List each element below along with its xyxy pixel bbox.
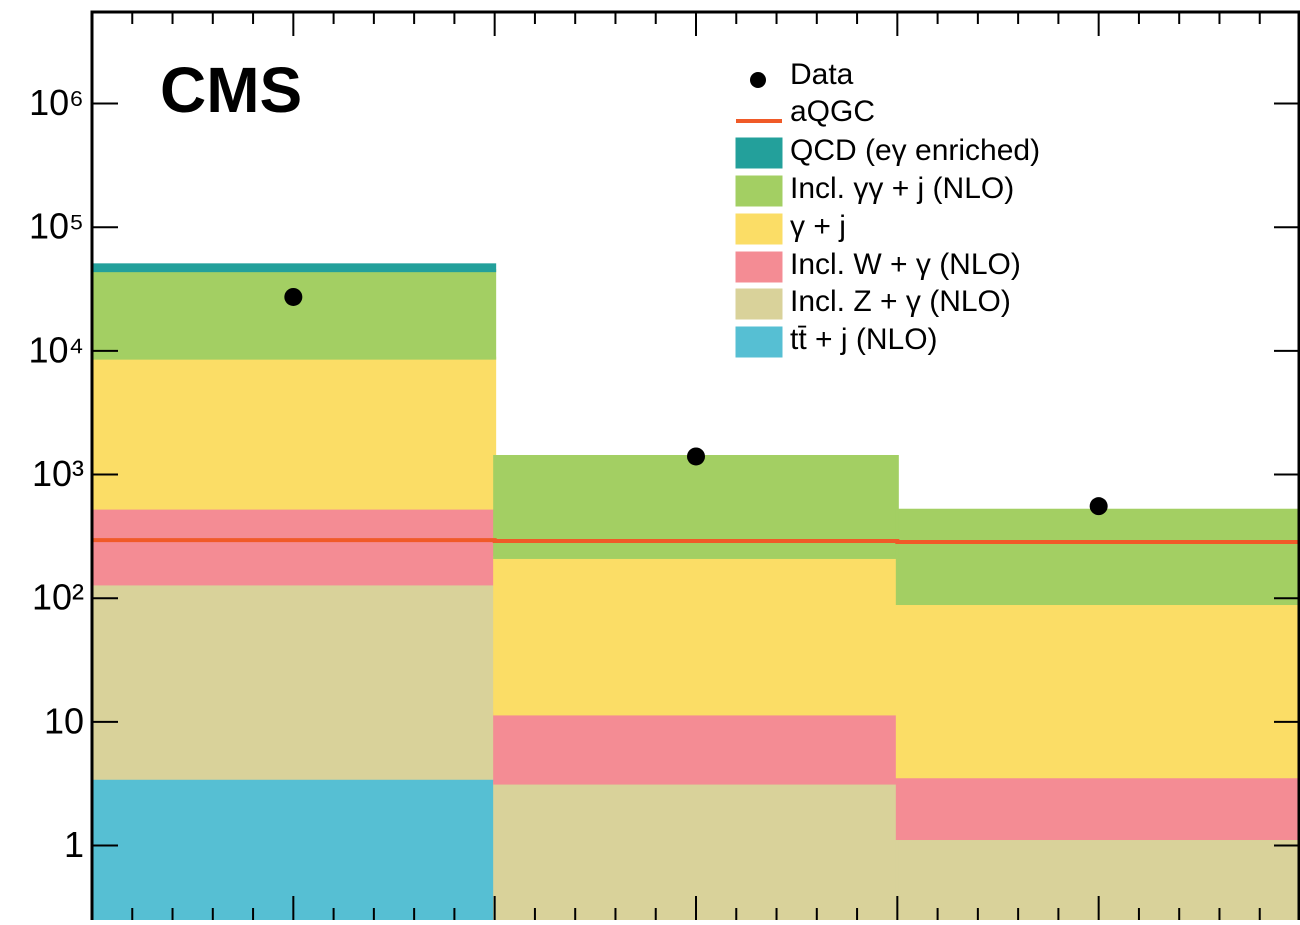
legend-label: QCD (eγ enriched) (790, 134, 1040, 167)
legend-label: γ + j (790, 210, 846, 243)
legend-marker (735, 251, 783, 283)
y-tick-label: 10⁴ (28, 329, 84, 370)
y-tick-label: 10² (32, 577, 84, 618)
legend-marker (735, 213, 783, 245)
legend-marker (735, 326, 783, 358)
legend-label: Data (790, 58, 854, 91)
legend-marker (735, 137, 783, 169)
legend-label: Incl. W + γ (NLO) (790, 248, 1021, 281)
y-tick-label: 10³ (32, 453, 84, 494)
bar-segment (90, 356, 497, 510)
legend-label: tt̄ + j (NLO) (790, 323, 938, 356)
step-line (92, 538, 1300, 544)
bar-segment (90, 263, 497, 273)
data-point (284, 287, 303, 306)
data-point (687, 447, 705, 466)
bar-segment (493, 555, 899, 716)
overlay (92, 287, 1300, 544)
y-tick-label: 1 (64, 824, 84, 865)
legend-label: aQGC (790, 95, 875, 128)
stack (90, 263, 1300, 922)
y-tick-label: 10⁵ (29, 206, 84, 247)
experiment-label: CMS (160, 54, 302, 126)
bar-segment (493, 712, 899, 785)
y-tick-label: 10⁶ (29, 82, 84, 123)
bar-segment (895, 508, 1300, 606)
legend-marker (735, 175, 783, 207)
bar-segment (90, 506, 497, 586)
bar-segment (90, 269, 497, 360)
y-tick-label: 10 (44, 700, 84, 741)
legend-marker (735, 288, 783, 320)
bar-segment (895, 775, 1300, 841)
data-point (1089, 497, 1108, 516)
bar-segment (90, 582, 497, 780)
legend-marker (750, 72, 766, 88)
legend-label: Incl. γγ + j (NLO) (790, 172, 1014, 205)
legend-label: Incl. Z + γ (NLO) (790, 285, 1011, 318)
bar-segment (895, 602, 1300, 779)
